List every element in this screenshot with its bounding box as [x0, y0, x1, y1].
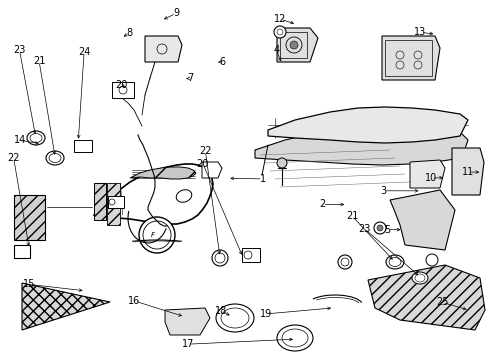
- Ellipse shape: [411, 272, 427, 284]
- Text: 11: 11: [461, 167, 474, 177]
- Text: 17: 17: [182, 339, 194, 349]
- Text: 15: 15: [23, 279, 36, 289]
- Text: 13: 13: [413, 27, 426, 37]
- Polygon shape: [14, 195, 45, 240]
- Bar: [74, 140, 92, 152]
- Text: 3: 3: [380, 186, 386, 196]
- Text: 12: 12: [273, 14, 286, 24]
- Circle shape: [276, 158, 286, 168]
- Text: 1: 1: [259, 174, 265, 184]
- Circle shape: [376, 225, 382, 231]
- Text: 14: 14: [14, 135, 27, 145]
- Text: 23: 23: [357, 224, 370, 234]
- Polygon shape: [94, 183, 106, 220]
- Text: 18: 18: [214, 306, 227, 316]
- Ellipse shape: [276, 325, 312, 351]
- Text: 25: 25: [435, 297, 448, 307]
- Ellipse shape: [385, 255, 403, 269]
- Circle shape: [289, 41, 297, 49]
- Text: 10: 10: [424, 173, 437, 183]
- Text: 5: 5: [384, 225, 390, 235]
- Polygon shape: [254, 127, 467, 165]
- Text: 21: 21: [33, 56, 45, 66]
- Ellipse shape: [176, 190, 191, 202]
- Text: 6: 6: [219, 57, 224, 67]
- Polygon shape: [94, 164, 213, 224]
- Polygon shape: [130, 167, 196, 179]
- Polygon shape: [164, 308, 209, 335]
- Polygon shape: [276, 28, 317, 62]
- Text: 24: 24: [78, 47, 90, 57]
- Circle shape: [337, 255, 351, 269]
- Text: 20: 20: [196, 159, 209, 169]
- Polygon shape: [145, 36, 182, 62]
- Polygon shape: [451, 148, 483, 195]
- Bar: [108, 196, 124, 208]
- Text: 4: 4: [273, 45, 279, 55]
- Bar: [242, 248, 260, 262]
- Text: 19: 19: [259, 309, 272, 319]
- Circle shape: [212, 250, 227, 266]
- Polygon shape: [14, 245, 30, 258]
- Text: 20: 20: [115, 80, 127, 90]
- Ellipse shape: [216, 304, 253, 332]
- Circle shape: [273, 26, 285, 38]
- Bar: [112, 82, 134, 98]
- Polygon shape: [389, 190, 454, 250]
- Text: 7: 7: [187, 73, 193, 84]
- Circle shape: [425, 254, 437, 266]
- Circle shape: [373, 222, 385, 234]
- Polygon shape: [267, 107, 467, 143]
- Ellipse shape: [46, 151, 64, 165]
- Text: 21: 21: [345, 211, 358, 221]
- Text: 16: 16: [128, 296, 141, 306]
- Text: 22: 22: [7, 153, 20, 163]
- Polygon shape: [22, 283, 110, 330]
- Ellipse shape: [27, 131, 45, 145]
- Text: 2: 2: [319, 199, 325, 210]
- Text: 9: 9: [173, 8, 179, 18]
- Text: F: F: [151, 232, 155, 238]
- Polygon shape: [202, 162, 222, 178]
- Polygon shape: [107, 183, 120, 225]
- Polygon shape: [409, 160, 444, 188]
- Text: 22: 22: [199, 146, 211, 156]
- Text: 23: 23: [13, 45, 26, 55]
- Polygon shape: [367, 265, 484, 330]
- Polygon shape: [381, 36, 439, 80]
- Circle shape: [139, 217, 175, 253]
- Text: 8: 8: [126, 28, 132, 38]
